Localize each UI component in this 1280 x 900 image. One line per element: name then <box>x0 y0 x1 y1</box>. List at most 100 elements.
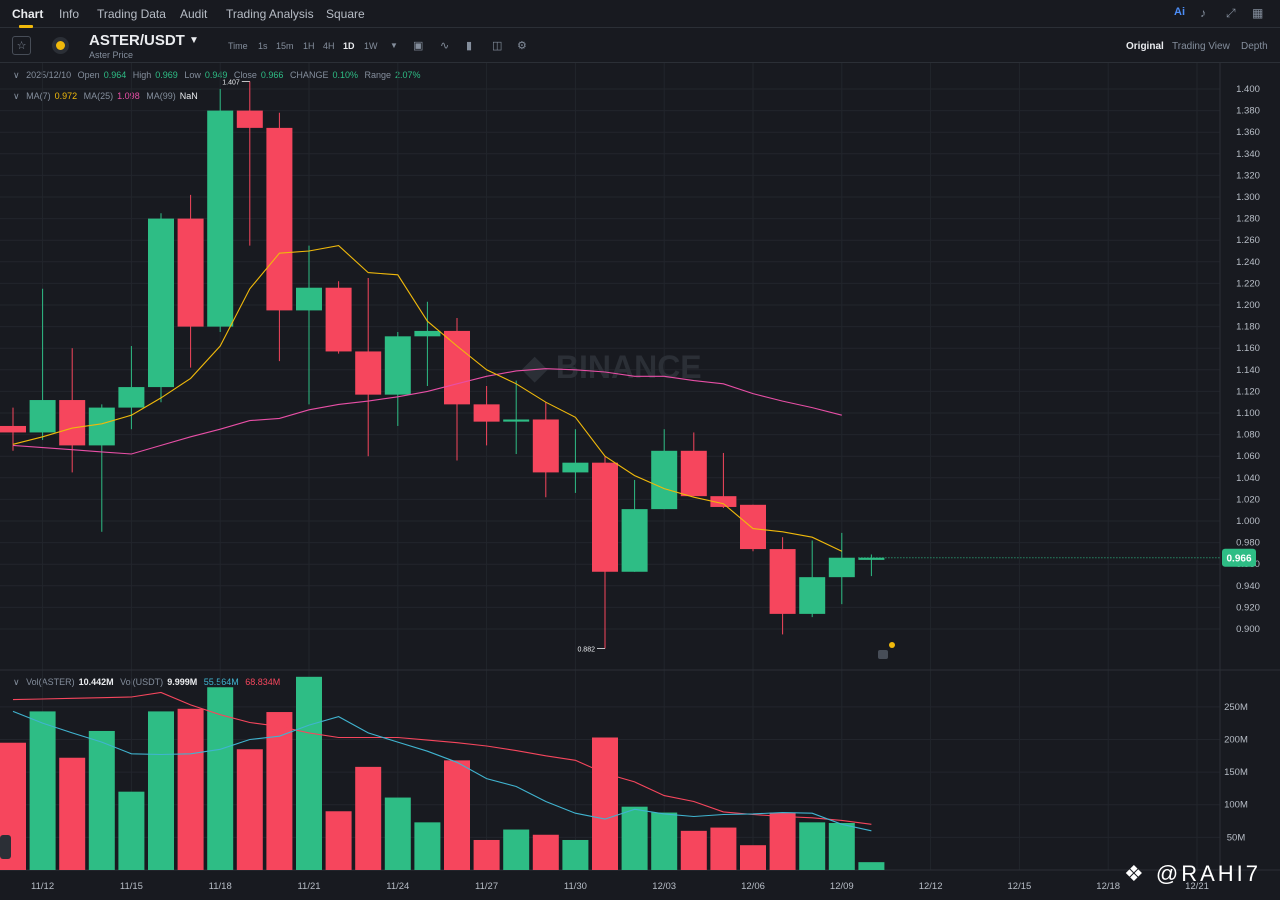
candle-body <box>207 110 234 327</box>
tab-trading-analysis[interactable]: Trading Analysis <box>226 7 314 21</box>
volume-bar <box>621 806 648 870</box>
volume-tick-label: 100M <box>1224 800 1248 811</box>
vol-aster-label: Vol(ASTER) <box>26 677 75 687</box>
volume-bar <box>473 839 500 870</box>
candle-body <box>444 330 470 405</box>
ma99-label: MA(99) <box>146 91 176 101</box>
symbol-dropdown-icon[interactable]: ▼ <box>189 35 199 46</box>
candle-body <box>296 287 322 311</box>
symbol-title[interactable]: ASTER/USDT <box>89 32 185 49</box>
volume-bar <box>29 711 56 870</box>
interval-15m[interactable]: 15m <box>276 41 294 51</box>
candle-body <box>177 218 204 327</box>
date-tick-label: 12/12 <box>919 881 943 892</box>
current-price-label: 0.966 <box>1226 554 1251 565</box>
legend-collapse-icon[interactable]: ∨ <box>13 70 20 80</box>
price-tick-label: 0.940 <box>1236 581 1260 592</box>
date-tick-label: 12/03 <box>652 881 676 892</box>
volume-bar <box>355 766 382 870</box>
candle-body <box>621 509 648 572</box>
price-tick-label: 1.220 <box>1236 278 1260 289</box>
candle-body <box>0 425 26 433</box>
ma25-line <box>12 368 842 455</box>
tab-chart[interactable]: Chart <box>12 7 44 21</box>
favorite-star-icon[interactable]: ☆ <box>12 36 31 55</box>
tab-info[interactable]: Info <box>59 7 80 21</box>
calendar-icon[interactable]: ▣ <box>413 40 424 52</box>
price-tick-label: 1.020 <box>1236 494 1260 505</box>
candle-body <box>118 387 145 408</box>
date-tick-label: 11/21 <box>297 881 320 892</box>
settings-icon[interactable]: ⚙ <box>517 40 527 52</box>
candle-type-icon[interactable]: ▮ <box>466 40 473 52</box>
low-value: 0.949 <box>204 70 228 80</box>
volume-bar <box>88 730 115 870</box>
bell-icon[interactable]: ♪ <box>1200 6 1206 20</box>
interval-1d[interactable]: 1D <box>343 41 355 51</box>
candle-body <box>88 407 115 446</box>
tab-trading-data[interactable]: Trading Data <box>97 7 166 21</box>
ma7-label: MA(7) <box>26 91 51 101</box>
volume-tick-label: 200M <box>1224 734 1248 745</box>
volume-bar <box>207 687 234 870</box>
interval-1w[interactable]: 1W <box>364 41 378 51</box>
price-tick-label: 1.060 <box>1236 451 1260 462</box>
candle-body <box>799 577 826 614</box>
grid-icon[interactable]: ▦ <box>1252 6 1264 20</box>
ai-icon[interactable]: Ai <box>1174 6 1185 18</box>
volume-bar <box>503 829 530 870</box>
interval-1s[interactable]: 1s <box>258 41 268 51</box>
date-tick-label: 11/24 <box>386 881 409 892</box>
price-chart[interactable]: ◆ BINANCE 1.400 1.380 1.360 1.340 1.320 1.300… <box>0 63 1280 900</box>
volume-bar <box>59 757 86 870</box>
candle-body <box>503 419 530 422</box>
tab-audit[interactable]: Audit <box>180 7 208 21</box>
view-depth[interactable]: Depth <box>1241 41 1268 52</box>
layout-icon[interactable]: ◫ <box>492 40 503 52</box>
ma-collapse-icon[interactable]: ∨ <box>13 91 20 101</box>
high-marker-label: 1.407 <box>222 79 240 86</box>
volume-ma-a-line <box>12 710 872 832</box>
price-tick-label: 1.360 <box>1236 127 1260 138</box>
candle-body <box>828 557 855 578</box>
interval-1h[interactable]: 1H <box>303 41 315 51</box>
open-label: Open <box>77 70 100 80</box>
ma7-line <box>12 245 843 552</box>
coin-logo-icon <box>52 37 69 54</box>
candle-body <box>414 330 441 337</box>
view-original[interactable]: Original <box>1126 41 1164 52</box>
date-tick-label: 12/15 <box>1008 881 1032 892</box>
vol-collapse-icon[interactable]: ∨ <box>13 677 20 687</box>
candle-body <box>384 336 411 395</box>
volume-bar <box>828 823 855 870</box>
more-intervals-icon[interactable]: ▼ <box>390 41 398 50</box>
indicator-icon[interactable]: ∿ <box>440 40 450 52</box>
candle-body <box>651 450 678 510</box>
view-trading-view[interactable]: Trading View <box>1172 41 1230 52</box>
volume-bar <box>444 760 470 870</box>
vol-usdt-label: Vol(USDT) <box>120 677 164 687</box>
date-tick-label: 11/27 <box>475 881 498 892</box>
date-tick-label: 11/15 <box>120 881 143 892</box>
interval-4h[interactable]: 4H <box>323 41 335 51</box>
price-tick-label: 1.380 <box>1236 106 1260 117</box>
interval-time[interactable]: Time <box>228 41 248 51</box>
candle-body <box>710 496 737 507</box>
ma7-value: 0.972 <box>54 91 78 101</box>
volume-tick-label: 50M <box>1227 832 1246 843</box>
volume-tick-label: 250M <box>1224 702 1248 713</box>
ma25-label: MA(25) <box>83 91 114 101</box>
volume-ma-b-line <box>12 691 872 825</box>
expand-icon[interactable]: ⤢ <box>1226 6 1236 20</box>
tab-square[interactable]: Square <box>326 7 365 21</box>
candle-body <box>562 462 589 473</box>
volume-tick-label: 150M <box>1224 767 1248 778</box>
range-label: Range <box>364 70 392 80</box>
price-tick-label: 1.260 <box>1236 235 1260 246</box>
volume-bar <box>325 811 352 870</box>
price-tick-label: 0.920 <box>1236 602 1260 613</box>
volume-bar <box>799 822 826 870</box>
date-tick-label: 11/18 <box>209 881 232 892</box>
volume-bar <box>592 737 618 870</box>
chart-toolbar: ☆ ASTER/USDT ▼ Aster Price Time 1s 15m 1… <box>0 29 1280 63</box>
